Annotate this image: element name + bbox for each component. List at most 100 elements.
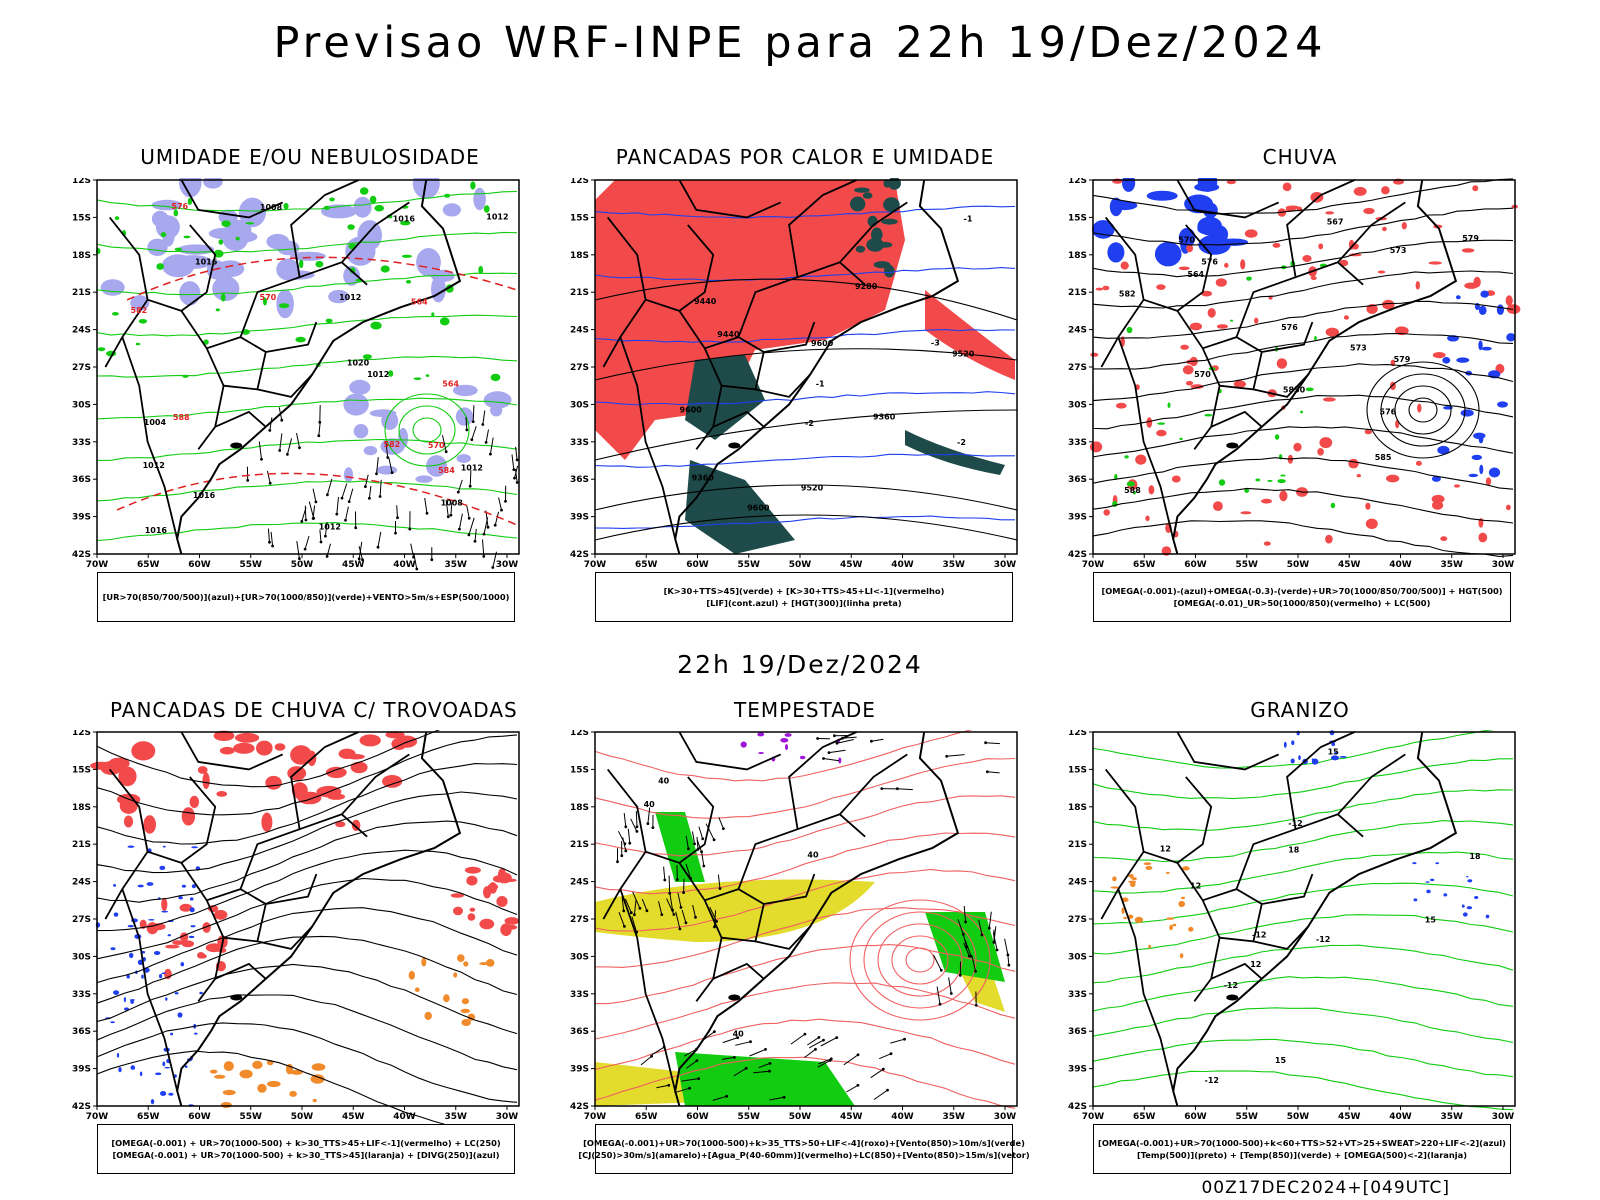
border-line bbox=[1253, 925, 1309, 950]
coastline bbox=[176, 731, 462, 1107]
lon-label: 40W bbox=[891, 560, 914, 570]
wind-vector-head bbox=[271, 544, 274, 548]
lon-label: 65W bbox=[137, 560, 160, 570]
wind-vector-head bbox=[298, 557, 301, 560]
humidity-low-area bbox=[174, 247, 182, 251]
temp850-contour bbox=[1092, 976, 1514, 1012]
lat-label: 39S bbox=[1068, 1065, 1087, 1075]
wind-vector-head bbox=[465, 428, 469, 432]
omega-green-area bbox=[1255, 478, 1261, 482]
humidity-high-area bbox=[353, 196, 372, 218]
omega-green-area bbox=[1126, 326, 1133, 334]
hgt500-contour bbox=[1092, 363, 1514, 402]
humidity-low-area bbox=[388, 370, 394, 377]
temp850-contour bbox=[1092, 820, 1514, 863]
divergence-blue-area bbox=[168, 1092, 174, 1096]
wind-vector-head bbox=[713, 925, 716, 929]
divergence-blue-area bbox=[189, 907, 195, 913]
border-line bbox=[602, 216, 647, 368]
omega-rh-red-area bbox=[1506, 304, 1521, 314]
wind-vector bbox=[498, 497, 502, 511]
wind-vector-head bbox=[881, 1067, 885, 1071]
omega-rh-red-area bbox=[1318, 243, 1324, 250]
thunderstorm-red-area bbox=[100, 761, 122, 775]
hail-blue-area bbox=[1412, 862, 1417, 865]
wind-vector-head bbox=[816, 737, 819, 740]
contour-label: -1 bbox=[964, 215, 973, 224]
divergence-blue-area bbox=[188, 935, 195, 939]
wind-vector bbox=[656, 1084, 669, 1089]
omega-blue-area bbox=[1178, 227, 1196, 248]
contour-label: 1008 bbox=[441, 499, 464, 508]
wind-vector bbox=[987, 771, 1000, 774]
omega-rh-red-area bbox=[1325, 211, 1334, 215]
omega-blue-area bbox=[1460, 409, 1474, 417]
omega-rh-red-area bbox=[1145, 515, 1150, 522]
wind-vector bbox=[823, 758, 840, 762]
wind-vector-head bbox=[357, 557, 361, 561]
wind-vector-head bbox=[814, 1047, 817, 1051]
wind-vector bbox=[988, 911, 992, 929]
contour-label: 576 bbox=[1281, 323, 1298, 332]
hgt500-contour bbox=[1092, 300, 1514, 339]
wind-vector bbox=[992, 932, 998, 951]
lat-label: 39S bbox=[570, 1065, 589, 1075]
omega-blue-area bbox=[1473, 432, 1486, 439]
border-line bbox=[678, 862, 723, 1002]
thunderstorm-red-area bbox=[265, 775, 282, 790]
thunderstorm-orange-area bbox=[312, 1098, 317, 1103]
storm-purple-area bbox=[785, 744, 788, 751]
omega-rh-red-area bbox=[1090, 352, 1099, 357]
omega-green-area bbox=[1167, 402, 1171, 408]
contour-label: 40 bbox=[733, 1030, 745, 1039]
border-line bbox=[1253, 373, 1309, 398]
wind-vector bbox=[818, 1058, 832, 1065]
hail-blue-area bbox=[1462, 912, 1468, 917]
wind-vector-head bbox=[340, 496, 344, 500]
cyclone-contour bbox=[384, 393, 470, 467]
omega500-orange-area bbox=[1166, 917, 1175, 920]
omega500-orange-area bbox=[1121, 907, 1125, 914]
omega-rh-red-area bbox=[1182, 365, 1194, 375]
omega-rh-red-area bbox=[1386, 474, 1400, 483]
wind-vector-head bbox=[856, 1083, 860, 1087]
humidity-low-area bbox=[413, 377, 422, 380]
humidity-low-area bbox=[263, 297, 267, 306]
humidity-low-area bbox=[329, 197, 335, 202]
lon-label: 60W bbox=[188, 560, 211, 570]
wind-vector-head bbox=[880, 787, 884, 790]
lat-label: 15S bbox=[570, 213, 589, 223]
omega-green-area bbox=[1314, 335, 1317, 342]
hgt500-contour bbox=[1092, 270, 1514, 309]
thunderstorm-orange-area bbox=[486, 959, 495, 967]
border-line bbox=[290, 731, 359, 830]
wind-vector-head bbox=[368, 496, 371, 500]
panel-title-chuva: CHUVA bbox=[1262, 145, 1338, 169]
contour-label: -12 bbox=[1288, 819, 1302, 828]
wind-vector-head bbox=[489, 452, 492, 456]
lat-label: 27S bbox=[72, 915, 91, 925]
border-line bbox=[1100, 768, 1145, 920]
thunderstorm-red-area bbox=[143, 815, 156, 834]
thunderstorm-red-area bbox=[131, 741, 156, 761]
wind-vector bbox=[870, 1068, 884, 1079]
lif-contour bbox=[594, 391, 1016, 406]
border-line bbox=[1176, 862, 1221, 1002]
thunderstorm-red-area bbox=[338, 748, 356, 759]
wind-vector bbox=[396, 505, 398, 518]
wind-vector bbox=[698, 826, 704, 839]
wind-vector bbox=[846, 1084, 859, 1093]
wind-vector bbox=[890, 1038, 905, 1044]
lon-label: 35W bbox=[1441, 1112, 1464, 1122]
border-line bbox=[1235, 261, 1364, 338]
divergence-blue-area bbox=[177, 1012, 183, 1018]
border-line bbox=[1261, 873, 1314, 905]
wind-vector bbox=[324, 521, 328, 537]
streamline-250 bbox=[96, 1022, 518, 1103]
omega-blue-area bbox=[1471, 454, 1482, 461]
wind-vector-head bbox=[504, 499, 507, 503]
divergence-blue-area bbox=[170, 1032, 174, 1036]
lat-label: 33S bbox=[72, 990, 91, 1000]
omega-green-area bbox=[1277, 479, 1286, 484]
contour-label: -3 bbox=[931, 339, 940, 348]
